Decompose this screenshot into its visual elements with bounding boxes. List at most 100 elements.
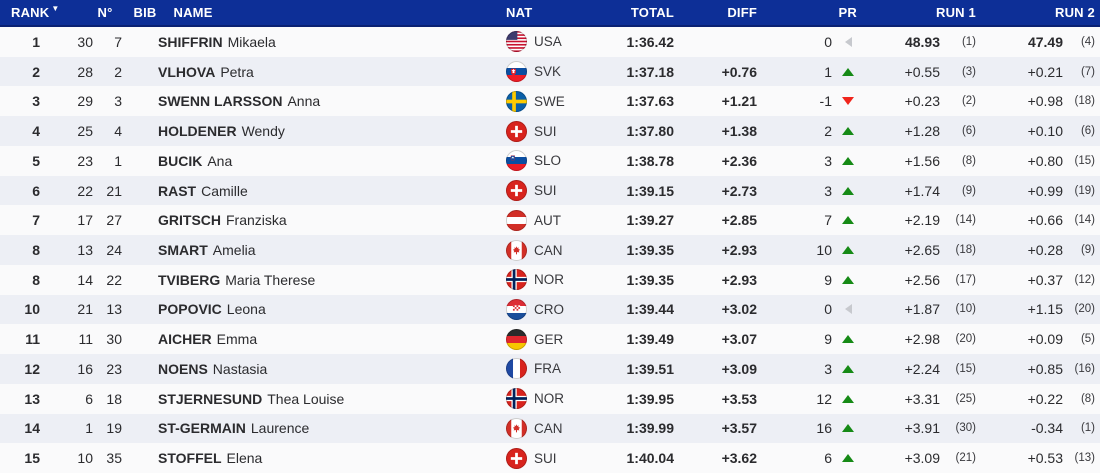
nationality-cell: CAN — [503, 414, 588, 444]
run1-cell: +3.31 (25) — [858, 384, 976, 414]
table-row[interactable]: 5 23 1 BUCIK Ana SLO 1:38.78 +2.36 3 +1.56 (8) +0.8… — [0, 145, 1100, 176]
athlete-last-name: TVIBERG — [158, 271, 221, 288]
pr-up-icon — [838, 127, 858, 136]
run2-value: +0.09 — [1027, 331, 1063, 348]
table-row[interactable]: 4 25 4 HOLDENER Wendy SUI 1:37.80 +1.38 2 +1.28 (6… — [0, 116, 1100, 146]
table-row[interactable]: 7 17 27 GRITSCH Franziska AUT 1:39.27 +2.85 7 +2.… — [0, 205, 1100, 236]
bib-cell: 24 — [106, 242, 122, 258]
run2-rank: (18) — [1074, 95, 1095, 108]
pr-up-icon — [838, 364, 858, 373]
diff-cell: +2.73 — [721, 182, 757, 199]
run2-value: +0.21 — [1027, 63, 1063, 80]
run2-rank: (4) — [1080, 35, 1095, 48]
table-header: RANK ▼ N° BIB NAME NAT TOTAL DIFF PR RUN… — [0, 0, 1100, 27]
table-row[interactable]: 10 21 13 POPOVIC Leona CRO 1:39.44 +3.02 0 +1.87 (… — [0, 294, 1100, 325]
run2-rank: (5) — [1080, 333, 1095, 346]
header-diff[interactable]: DIFF — [727, 5, 757, 20]
total-time-cell: 1:37.18 — [626, 63, 674, 80]
athlete-first-name: Mikaela — [227, 33, 276, 50]
pr-value: 7 — [824, 212, 832, 229]
nat-code: SUI — [534, 450, 557, 466]
run2-cell: +1.15 (20) — [976, 295, 1100, 325]
run2-rank: (7) — [1080, 65, 1095, 78]
run1-cell: +2.65 (18) — [858, 235, 976, 265]
run1-rank: (3) — [961, 65, 976, 78]
run1-cell: +3.91 (30) — [858, 414, 976, 444]
run2-value: 47.49 — [1027, 33, 1063, 50]
run2-value: +0.80 — [1027, 152, 1063, 169]
total-time-cell: 1:39.35 — [626, 271, 674, 288]
start-number-cell: 14 — [77, 271, 93, 288]
start-number-cell: 23 — [77, 152, 93, 169]
run2-cell: +0.22 (8) — [976, 384, 1100, 414]
total-time-cell: 1:36.42 — [626, 33, 674, 50]
pr-cell: 1 — [759, 57, 858, 87]
header-run2[interactable]: RUN 2 — [1054, 5, 1095, 20]
total-time-cell: 1:39.35 — [626, 242, 674, 258]
header-nationality[interactable]: NAT — [506, 5, 533, 20]
run2-value: +0.85 — [1027, 360, 1063, 377]
header-rank[interactable]: RANK ▼ — [0, 0, 71, 25]
run2-value: +0.99 — [1027, 182, 1063, 199]
header-start-number[interactable]: N° — [97, 5, 113, 20]
pr-up-icon — [838, 186, 858, 195]
nat-code: CAN — [534, 242, 563, 258]
nationality-cell: NOR — [503, 384, 588, 414]
header-total[interactable]: TOTAL — [630, 5, 674, 20]
table-row[interactable]: 13 6 18 STJERNESUND Thea Louise NOR 1:39.95 +3.… — [0, 383, 1100, 414]
table-row[interactable]: 3 29 3 SWENN LARSSON Anna SWE 1:37.63 +1.21 -1 +0… — [0, 86, 1100, 117]
pr-cell: 0 — [759, 295, 858, 325]
run2-cell: +0.09 (5) — [976, 324, 1100, 354]
table-row[interactable]: 8 14 22 TVIBERG Maria Therese NOR 1:39.35 +2.93… — [0, 264, 1100, 295]
header-name[interactable]: NAME — [173, 5, 213, 20]
run2-rank: (13) — [1074, 452, 1095, 465]
run1-value: +3.31 — [904, 390, 940, 407]
run2-rank: (9) — [1080, 244, 1095, 256]
rank-cell: 8 — [32, 242, 40, 258]
table-row[interactable]: 14 1 19 ST-GERMAIN Laurence CAN 1:39.99 +3.57 16… — [0, 413, 1100, 444]
athlete-name-cell: SHIFFRIN Mikaela — [138, 27, 503, 57]
table-row[interactable]: 11 11 30 AICHER Emma GER 1:39.49 +3.07 9 +2.98 (20… — [0, 324, 1100, 355]
nat-code: FRA — [534, 361, 561, 377]
bib-cell: 27 — [106, 212, 122, 229]
flag-svk-icon — [506, 61, 527, 83]
pr-cell: -1 — [759, 86, 858, 116]
table-row[interactable]: 2 28 2 VLHOVA Petra SVK 1:37.18 +0.76 1 +0.55 (3) +… — [0, 56, 1100, 87]
run1-cell: +1.74 (9) — [858, 176, 976, 206]
run2-cell: +0.53 (13) — [976, 443, 1100, 473]
run2-rank: (6) — [1080, 125, 1095, 138]
bib-cell: 18 — [106, 390, 122, 407]
run2-rank: (8) — [1080, 392, 1095, 405]
run1-value: +3.09 — [904, 450, 940, 467]
table-row[interactable]: 8 13 24 SMART Amelia CAN 1:39.35 +2.93 10 +2.65 (1… — [0, 235, 1100, 265]
flag-slo-icon — [506, 150, 527, 172]
pr-value: 3 — [824, 152, 832, 169]
table-row[interactable]: 6 22 21 RAST Camille SUI 1:39.15 +2.73 3 +1.74 (9)… — [0, 175, 1100, 206]
header-bib[interactable]: BIB — [133, 5, 157, 20]
run1-rank: (21) — [955, 452, 976, 465]
diff-cell: +3.57 — [721, 420, 757, 437]
header-run1[interactable]: RUN 1 — [935, 5, 976, 20]
nat-code: SUI — [534, 183, 557, 199]
run2-value: +0.28 — [1027, 242, 1063, 258]
run1-rank: (14) — [955, 214, 976, 227]
table-row[interactable]: 15 10 35 STOFFEL Elena SUI 1:40.04 +3.62 6 +3.09 (… — [0, 443, 1100, 473]
run1-cell: +2.98 (20) — [858, 324, 976, 354]
header-pr[interactable]: PR — [838, 5, 857, 20]
athlete-first-name: Emma — [216, 331, 258, 348]
run1-rank: (6) — [961, 125, 976, 138]
table-row[interactable]: 1 30 7 SHIFFRIN Mikaela USA 1:36.42 0 48.93 (1) 47… — [0, 27, 1100, 57]
run1-rank: (20) — [955, 333, 976, 346]
athlete-last-name: SWENN LARSSON — [158, 93, 283, 110]
pr-up-icon — [838, 67, 858, 76]
nat-code: AUT — [534, 212, 561, 228]
athlete-last-name: STOFFEL — [158, 450, 222, 467]
rank-cell: 12 — [24, 360, 40, 377]
pr-cell: 9 — [759, 265, 858, 295]
total-time-cell: 1:39.51 — [626, 360, 674, 377]
run2-value: +0.10 — [1027, 123, 1063, 140]
table-row[interactable]: 12 16 23 NOENS Nastasia FRA 1:39.51 +3.09 3 +2.24… — [0, 354, 1100, 384]
bib-cell: 1 — [114, 152, 122, 169]
athlete-last-name: AICHER — [158, 331, 212, 348]
flag-fra-icon — [506, 358, 527, 380]
